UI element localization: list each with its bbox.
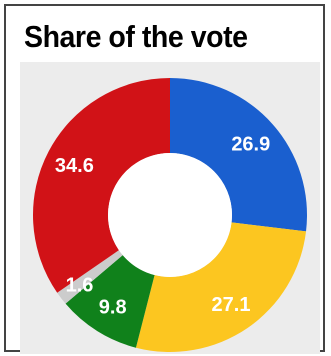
slice-label-1: 27.1 [212, 294, 251, 316]
donut-slice-1 [135, 222, 307, 353]
donut-chart: 26.9 27.1 9.81.6 34.6 [32, 78, 307, 353]
slice-label-4: 34.6 [55, 155, 94, 177]
chart-frame: Share of the vote 26.9 27.1 9.8 1.6 34.6 [4, 4, 325, 354]
slice-label-3: 1.6 [66, 274, 94, 296]
donut-slice-2 [65, 255, 155, 348]
chart-title: Share of the vote [24, 19, 248, 54]
slice-label-2: 9.8 [99, 297, 127, 319]
donut-slice-4 [32, 78, 170, 293]
slice-label-0: 26.9 [231, 133, 270, 155]
donut-slice-3 [57, 250, 123, 304]
plot-area: 26.9 27.1 9.8 1.6 34.6 [20, 62, 320, 354]
donut-slice-0 [170, 78, 307, 232]
donut-hole [108, 153, 232, 277]
